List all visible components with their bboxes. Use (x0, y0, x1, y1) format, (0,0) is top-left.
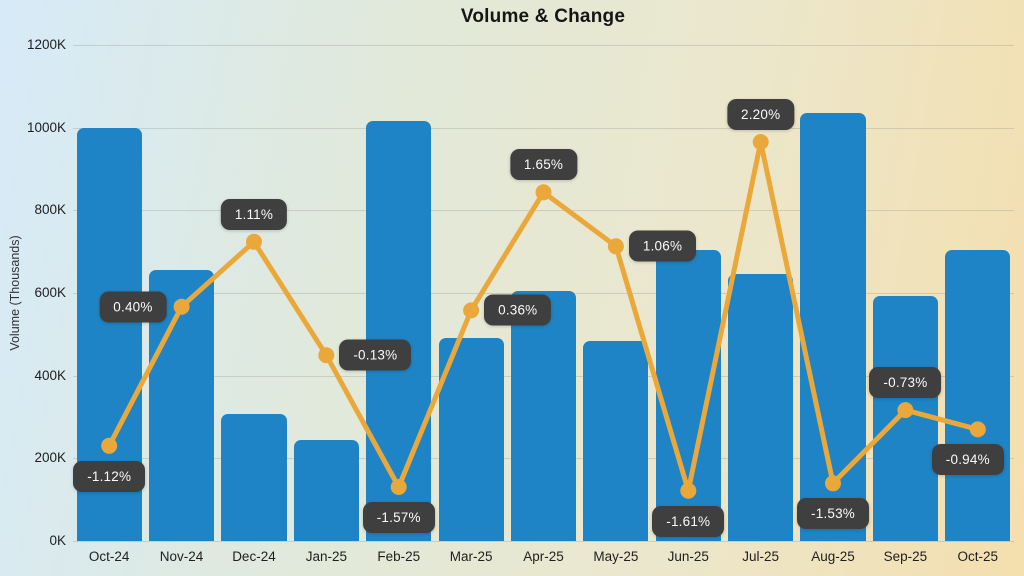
volume-bar (655, 249, 721, 541)
change-label: -1.61% (652, 505, 725, 537)
volume-bar (872, 296, 938, 541)
line-point (535, 184, 552, 201)
line-point (607, 238, 624, 255)
line-point (752, 134, 769, 150)
x-axis-label: Sep-25 (883, 549, 928, 564)
line-point (246, 233, 262, 250)
volume-bar (293, 439, 359, 541)
change-label: 0.36% (484, 294, 552, 326)
x-axis-label: May-25 (593, 549, 639, 564)
change-label: -1.57% (362, 502, 435, 533)
y-tick-label: 0K (49, 533, 66, 548)
volume-bar (366, 121, 432, 541)
volume-bar (583, 340, 649, 541)
change-label: 0.40% (99, 291, 167, 323)
gridline (73, 45, 1014, 46)
change-label: -0.13% (339, 339, 412, 371)
change-label: -1.12% (73, 460, 146, 492)
x-axis-label: Oct-25 (957, 549, 999, 564)
x-axis-label: Jul-25 (742, 549, 780, 564)
volume-bar (438, 337, 504, 541)
change-label: 2.20% (727, 99, 795, 130)
x-axis-label: Jun-25 (667, 549, 709, 564)
volume-bar (945, 249, 1011, 541)
y-tick-label: 600K (34, 285, 66, 300)
x-axis-label: Nov-24 (159, 549, 204, 564)
x-axis-label: Dec-24 (232, 549, 276, 564)
x-axis-label: Jan-25 (305, 549, 347, 564)
x-axis-label: Mar-25 (449, 549, 493, 564)
y-tick-label: 200K (34, 450, 66, 466)
change-label: -1.53% (797, 498, 870, 530)
volume-bar (800, 113, 866, 541)
line-point (318, 347, 335, 364)
gridline (73, 210, 1014, 212)
y-tick-label: 800K (34, 202, 66, 218)
change-label: 1.65% (509, 149, 578, 181)
gridline (73, 127, 1014, 129)
gridline (73, 541, 1014, 542)
x-axis-label: Oct-24 (88, 549, 130, 564)
volume-bar (728, 274, 794, 541)
x-axis-label: Apr-25 (523, 549, 564, 564)
chart-title: Volume & Change (460, 6, 626, 27)
y-tick-label: 1000K (26, 119, 66, 135)
change-label: -0.94% (931, 444, 1004, 476)
x-axis-label: Aug-25 (811, 549, 855, 564)
x-axis-label: Feb-25 (377, 549, 421, 564)
change-label: 1.11% (220, 198, 288, 230)
volume-bar (221, 413, 287, 541)
volume-bar (510, 290, 577, 541)
change-label: -0.73% (869, 367, 942, 399)
y-tick-label: 1200K (26, 37, 66, 52)
line-point (463, 302, 480, 319)
change-label: 1.06% (628, 230, 697, 262)
y-tick-label: 400K (34, 367, 66, 383)
